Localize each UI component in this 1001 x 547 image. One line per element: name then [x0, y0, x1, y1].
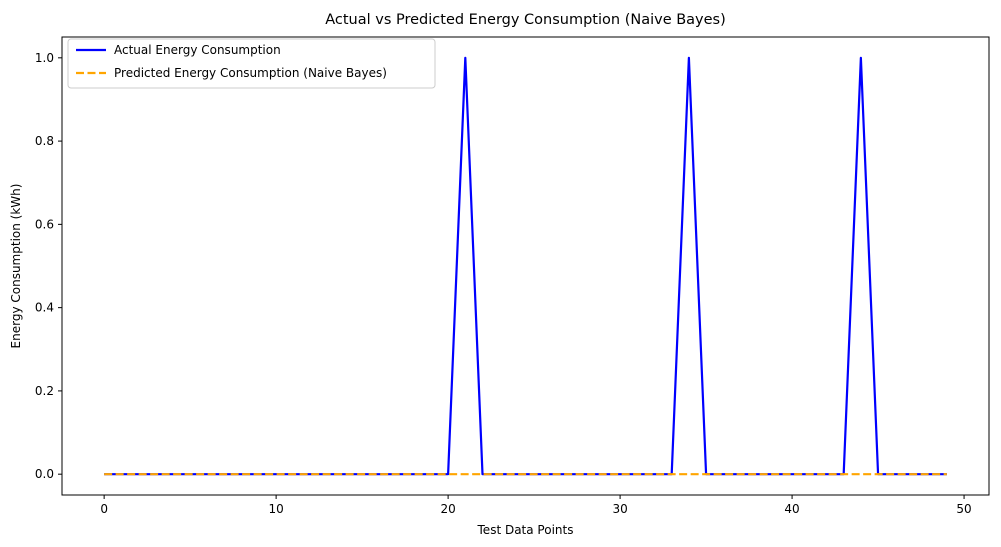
y-tick-label: 0.2 — [35, 384, 54, 398]
y-tick-label: 0.0 — [35, 467, 54, 481]
x-tick-label: 0 — [100, 502, 108, 516]
x-axis-label: Test Data Points — [477, 523, 574, 537]
y-axis-label: Energy Consumption (kWh) — [9, 184, 23, 349]
legend-label: Actual Energy Consumption — [114, 43, 281, 57]
x-axis-ticks: 0 10 20 30 40 50 — [100, 495, 972, 516]
legend-box — [67, 38, 436, 89]
x-tick-label: 30 — [612, 502, 627, 516]
x-tick-label: 50 — [956, 502, 971, 516]
legend: Actual Energy Consumption Predicted Energ… — [67, 38, 436, 89]
y-tick-label: 0.4 — [35, 301, 54, 315]
y-tick-label: 0.6 — [35, 217, 54, 231]
plot-area — [61, 36, 990, 496]
legend-label: Predicted Energy Consumption (Naive Baye… — [114, 66, 387, 80]
x-tick-label: 40 — [784, 502, 799, 516]
y-tick-label: 1.0 — [35, 51, 54, 65]
y-tick-label: 0.8 — [35, 134, 54, 148]
x-tick-label: 10 — [268, 502, 283, 516]
plot-frame — [61, 36, 990, 496]
series-line-actual — [104, 56, 947, 476]
x-tick-label: 20 — [440, 502, 455, 516]
chart-title: Actual vs Predicted Energy Consumption (… — [325, 12, 726, 28]
y-axis-ticks: 0.0 0.2 0.4 0.6 0.8 1.0 — [35, 51, 62, 481]
